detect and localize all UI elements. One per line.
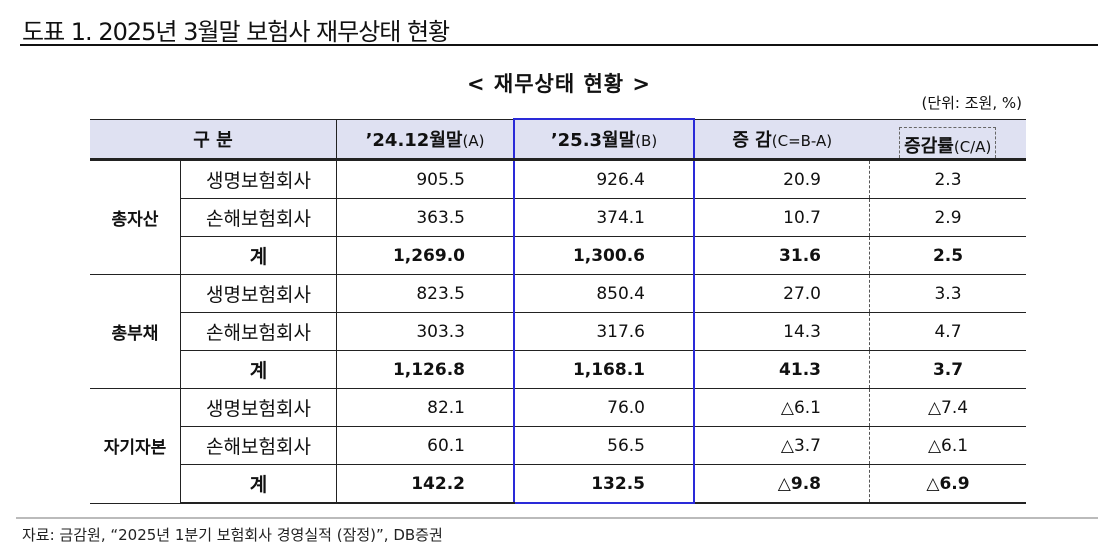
row-label: 계	[180, 464, 337, 504]
cell-rate: 2.3	[869, 159, 1026, 199]
cell-a: 363.5	[336, 198, 515, 237]
header-c-label: 증 감	[732, 129, 772, 151]
table-row: 계 1,126.8 1,168.1 41.3 3.7	[90, 350, 1026, 389]
table-row: 계 1,269.0 1,300.6 31.6 2.5	[90, 236, 1026, 275]
cell-b: 850.4	[513, 274, 695, 313]
cell-c: 20.9	[694, 159, 870, 199]
cell-rate: △7.4	[869, 388, 1026, 427]
footer-divider	[16, 517, 1098, 519]
table-row: 총부채 생명보험회사 823.5 850.4 27.0 3.3	[90, 274, 1026, 389]
header-a-label: ’24.12월말	[365, 129, 463, 151]
row-label: 생명보험회사	[180, 274, 337, 313]
header-b-label: ’25.3월말	[550, 130, 636, 151]
table-row: 손해보험회사 303.3 317.6 14.3 4.7	[90, 312, 1026, 351]
cell-a: 60.1	[336, 426, 515, 465]
cell-b: 56.5	[513, 426, 695, 465]
cell-a: 82.1	[336, 388, 515, 427]
cell-c: 14.3	[694, 312, 870, 351]
cell-rate: 4.7	[869, 312, 1026, 351]
cell-rate: △6.1	[869, 426, 1026, 465]
cell-b: 1,300.6	[513, 236, 695, 275]
cell-rate: 3.7	[869, 350, 1026, 389]
row-label: 생명보험회사	[180, 388, 337, 427]
cell-a: 142.2	[336, 464, 515, 504]
row-label: 손해보험회사	[180, 198, 337, 237]
header-c-sub: (C=B-A)	[771, 131, 833, 150]
cell-a: 1,126.8	[336, 350, 515, 389]
group-label: 자기자본	[90, 388, 181, 504]
title-divider	[20, 44, 1098, 46]
cell-b: 317.6	[513, 312, 695, 351]
header-r-sub: (C/A)	[953, 138, 992, 156]
financial-status-table: 구 분 ’24.12월말(A) ’25.3월말(B) 증 감(C=B-A) 증감…	[90, 118, 1026, 504]
cell-rate: 2.5	[869, 236, 1026, 275]
header-r-label: 증감률	[904, 136, 954, 157]
cell-c: 10.7	[694, 198, 870, 237]
table-subtitle: < 재무상태 현황 >	[466, 72, 652, 96]
row-label: 손해보험회사	[180, 312, 337, 351]
cell-b: 76.0	[513, 388, 695, 427]
cell-c: 31.6	[694, 236, 870, 275]
cell-c: 41.3	[694, 350, 870, 389]
cell-b: 926.4	[513, 159, 695, 199]
row-label: 생명보험회사	[180, 159, 337, 199]
header-c: 증 감(C=B-A)	[694, 118, 870, 161]
group-label: 총자산	[90, 159, 181, 275]
table-row: 계 142.2 132.5 △9.8 △6.9	[90, 464, 1026, 504]
cell-a: 823.5	[336, 274, 515, 313]
row-label: 계	[180, 350, 337, 389]
cell-c: △6.1	[694, 388, 870, 427]
cell-c: △9.8	[694, 464, 870, 504]
header-r: 증감률(C/A)	[869, 118, 1026, 161]
row-label: 손해보험회사	[180, 426, 337, 465]
header-b: ’25.3월말(B)	[513, 118, 695, 161]
header-row: 구 분 ’24.12월말(A) ’25.3월말(B) 증 감(C=B-A) 증감…	[90, 118, 1026, 161]
row-label: 계	[180, 236, 337, 275]
cell-a: 1,269.0	[336, 236, 515, 275]
table-row: 손해보험회사 363.5 374.1 10.7 2.9	[90, 198, 1026, 237]
group-label: 총부채	[90, 274, 181, 389]
figure-title: 도표 1. 2025년 3월말 보험사 재무상태 현황	[22, 18, 450, 46]
cell-rate: 3.3	[869, 274, 1026, 313]
header-b-sub: (B)	[635, 132, 658, 150]
cell-c: △3.7	[694, 426, 870, 465]
source-note: 자료: 금감원, “2025년 1분기 보험회사 경영실적 (잠정)”, DB증…	[22, 526, 443, 544]
cell-b: 132.5	[513, 464, 695, 504]
cell-c: 27.0	[694, 274, 870, 313]
cell-a: 303.3	[336, 312, 515, 351]
cell-rate: △6.9	[869, 464, 1026, 504]
table-row: 총자산 생명보험회사 905.5 926.4 20.9 2.3	[90, 159, 1026, 275]
table-row: 손해보험회사 60.1 56.5 △3.7 △6.1	[90, 426, 1026, 465]
cell-rate: 2.9	[869, 198, 1026, 237]
header-a: ’24.12월말(A)	[336, 118, 515, 161]
header-category: 구 분	[90, 118, 337, 161]
header-a-sub: (A)	[462, 131, 485, 150]
cell-a: 905.5	[336, 159, 515, 199]
table-row: 자기자본 생명보험회사 82.1 76.0 △6.1 △7.4	[90, 388, 1026, 504]
cell-b: 374.1	[513, 198, 695, 237]
cell-b: 1,168.1	[513, 350, 695, 389]
unit-label: (단위: 조원, %)	[921, 94, 1022, 112]
